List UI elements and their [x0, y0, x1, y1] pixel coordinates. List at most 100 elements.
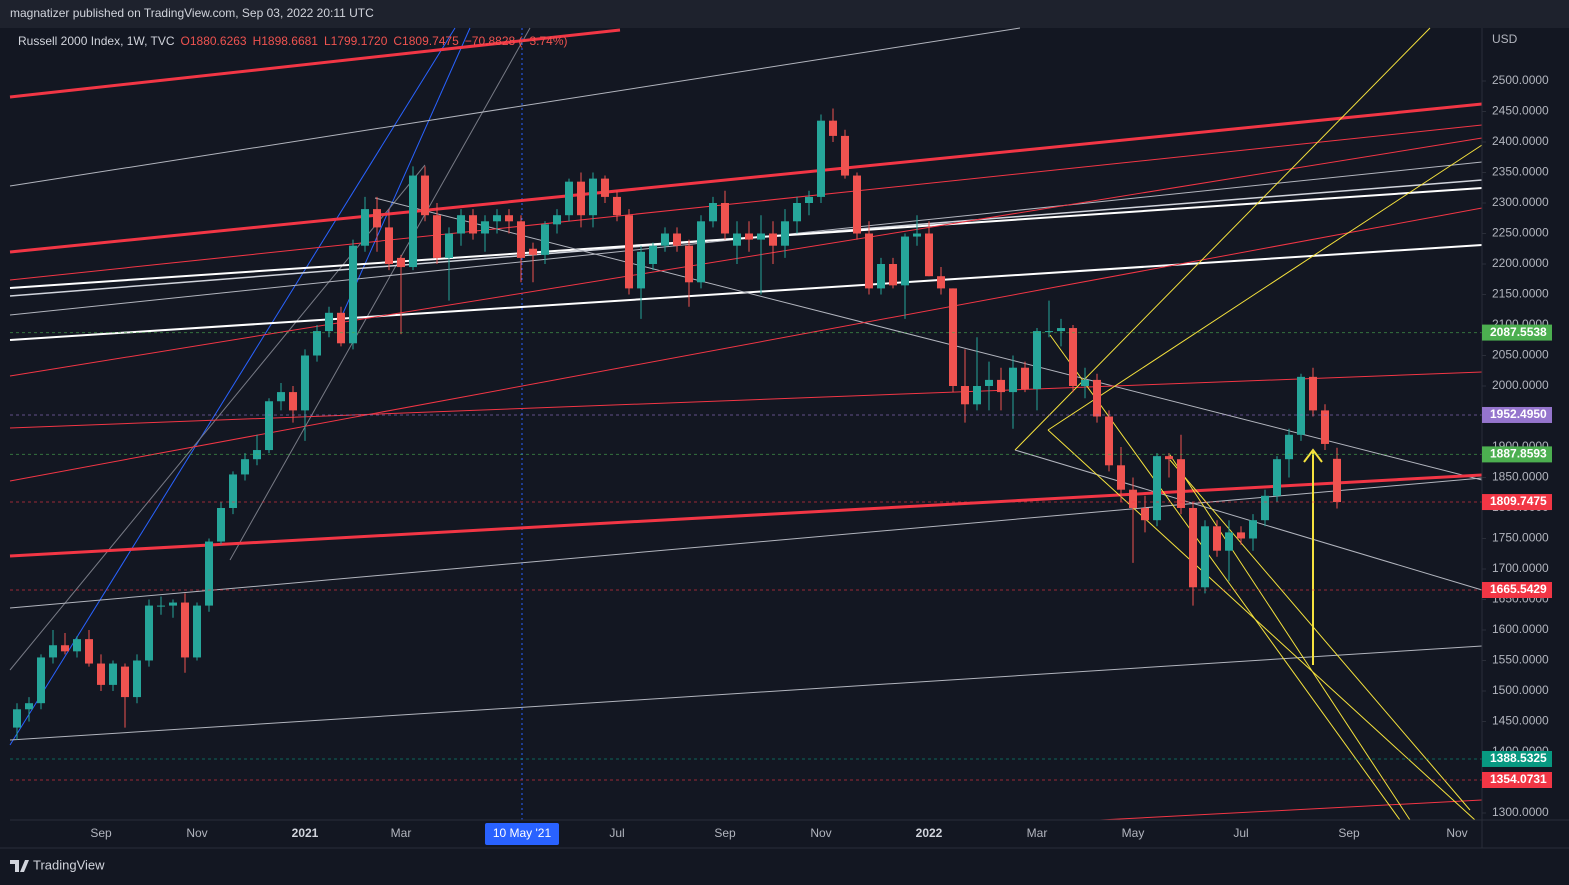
candle-body — [445, 233, 453, 258]
price-badge — [1482, 406, 1552, 423]
candle-body — [505, 215, 513, 222]
price-badge-label: 1952.4950 — [1490, 407, 1547, 421]
trend-line — [9, 124, 1483, 281]
trend-line — [1169, 454, 1411, 821]
candle-body — [985, 379, 993, 386]
candle-body — [565, 181, 573, 216]
candle-body — [157, 605, 165, 607]
candle-body — [481, 221, 489, 234]
candle-body — [889, 264, 897, 286]
legend-value: −70.8828 (−3.74%) — [465, 34, 568, 48]
candle-body — [745, 233, 753, 240]
candle-body — [169, 602, 177, 606]
y-tick-label: 2200.0000 — [1492, 256, 1549, 270]
candle-body — [757, 233, 765, 240]
candle-body — [913, 233, 921, 237]
candle-body — [205, 541, 213, 606]
candle-body — [673, 233, 681, 246]
candle-body — [577, 181, 585, 216]
candle-body — [1153, 456, 1161, 521]
candle-body — [193, 605, 201, 658]
candle-body — [661, 233, 669, 246]
x-tick-label: 2021 — [292, 826, 319, 840]
candle-body — [361, 209, 369, 246]
candle-body — [961, 385, 969, 405]
candle-body — [553, 215, 561, 225]
candle-body — [853, 175, 861, 234]
candle-body — [541, 224, 549, 255]
candle-body — [625, 215, 633, 289]
brand: TradingView — [33, 857, 105, 872]
currency: USD — [1492, 32, 1518, 46]
arrow-head — [1303, 448, 1323, 463]
candle-body — [25, 703, 33, 710]
y-tick-label: 1850.0000 — [1492, 470, 1549, 484]
candle-body — [1237, 532, 1245, 539]
candle-body — [709, 203, 717, 222]
candle-body — [865, 233, 873, 289]
candle-body — [469, 215, 477, 234]
trend-line — [339, 27, 471, 321]
x-tick-label: 2022 — [916, 826, 943, 840]
candle-body — [1273, 459, 1281, 496]
candle-body — [373, 209, 381, 228]
candle-body — [925, 233, 933, 277]
candle-body — [385, 227, 393, 265]
trend-line — [9, 645, 1483, 741]
trend-line — [9, 207, 1483, 482]
candle-body — [325, 312, 333, 332]
legend: Russell 2000 Index, 1W, TVC O1880.6263 H18… — [18, 34, 568, 48]
x-tick-label: Sep — [714, 826, 736, 840]
candle-body — [769, 233, 777, 246]
candle-body — [1009, 367, 1017, 393]
candle-body — [613, 196, 621, 216]
candle-body — [49, 645, 57, 658]
x-tick-label: Jul — [1233, 826, 1248, 840]
candle-body — [217, 507, 225, 542]
y-tick-label: 2000.0000 — [1492, 378, 1549, 392]
x-tick-label: Sep — [1338, 826, 1360, 840]
candle-body — [229, 474, 237, 508]
candle-body — [601, 178, 609, 197]
candle-body — [265, 401, 273, 451]
candle-body — [277, 392, 285, 402]
candle-body — [1045, 331, 1053, 333]
candle-body — [289, 392, 297, 411]
trend-line — [9, 27, 456, 746]
candle-body — [457, 215, 465, 234]
trend-line — [1049, 334, 1401, 821]
candle-body — [409, 175, 417, 268]
candle-body — [517, 221, 525, 258]
price-badge-label: 1388.5325 — [1490, 751, 1547, 765]
candle-body — [97, 663, 105, 685]
candle-body — [1165, 456, 1173, 460]
candle-body — [1333, 458, 1341, 503]
price-badge-label: 1887.8593 — [1490, 447, 1547, 461]
candle-body — [685, 245, 693, 283]
x-tick-label: Jul — [609, 826, 624, 840]
price-badge — [1482, 324, 1552, 341]
y-tick-label: 1300.0000 — [1492, 805, 1549, 819]
y-tick-label: 1500.0000 — [1492, 683, 1549, 697]
price-badge — [1482, 446, 1552, 463]
candle-body — [901, 236, 909, 286]
candle-body — [997, 379, 1005, 393]
candle-body — [301, 355, 309, 411]
candle-body — [973, 385, 981, 405]
trend-line — [9, 102, 1483, 254]
candle-body — [337, 312, 345, 344]
candle-body — [817, 120, 825, 197]
x-tick-label: Nov — [1446, 826, 1467, 840]
candle-body — [1213, 526, 1221, 551]
header-bar — [0, 0, 1569, 28]
crosshair-badge — [485, 823, 559, 845]
candle-body — [937, 276, 945, 289]
trend-line — [9, 477, 1483, 609]
y-tick-label: 2350.0000 — [1492, 165, 1549, 179]
y-tick-label: 1550.0000 — [1492, 653, 1549, 667]
y-tick-label: 2300.0000 — [1492, 195, 1549, 209]
candle-body — [1069, 328, 1077, 386]
